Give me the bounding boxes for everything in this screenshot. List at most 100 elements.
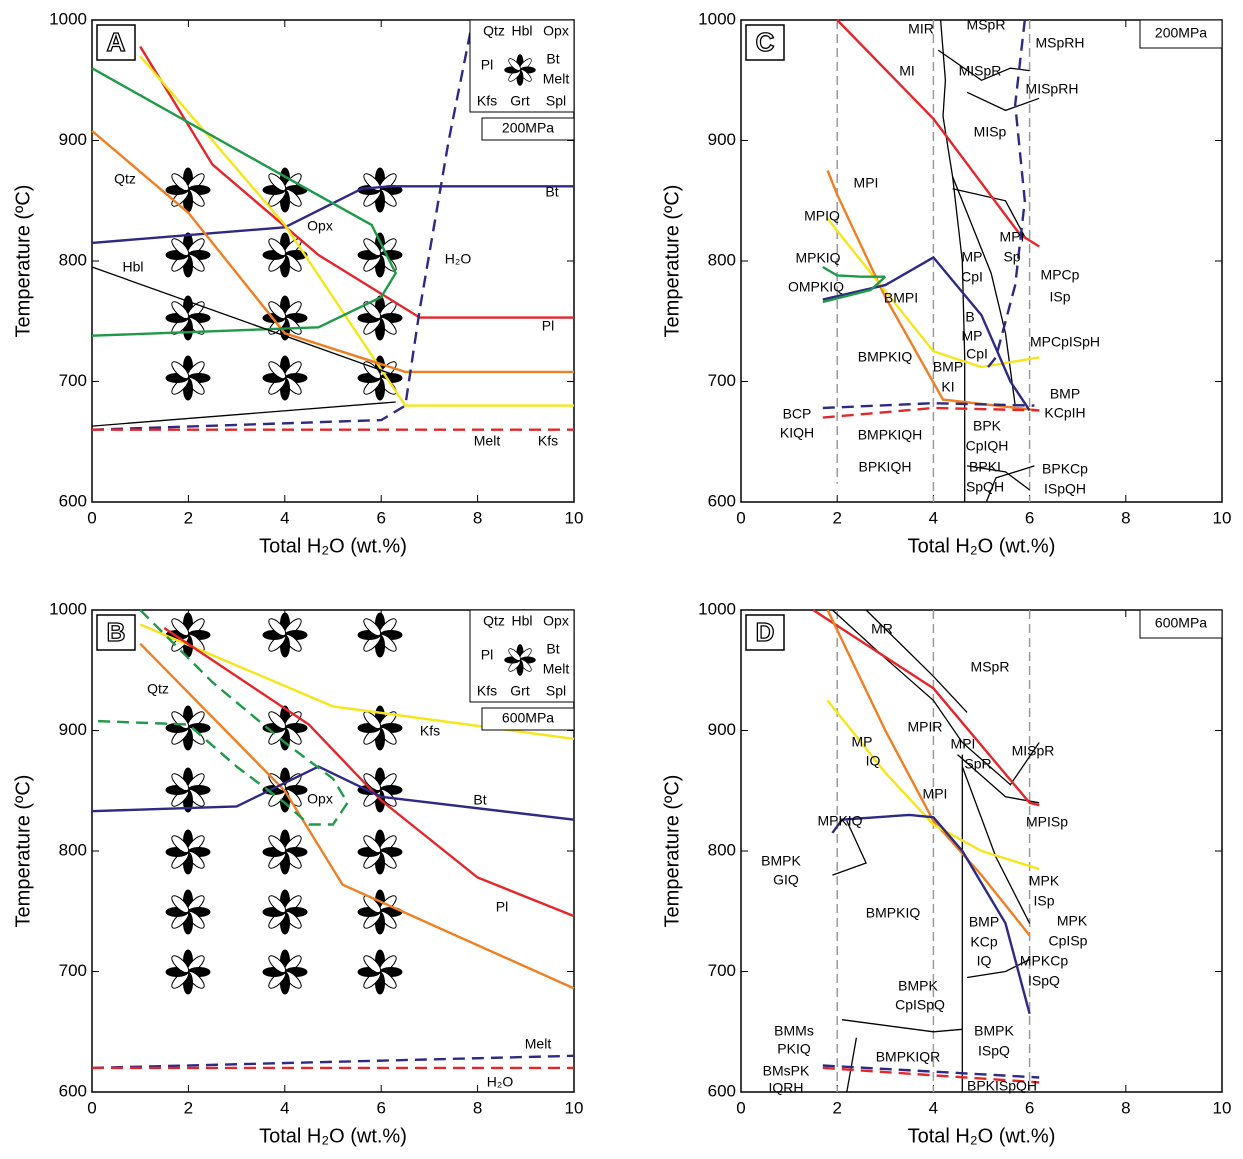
field-label: Bt xyxy=(545,184,558,200)
y-tick-label: 800 xyxy=(59,250,87,269)
phase-boundary xyxy=(91,401,396,427)
field-label: Kfs xyxy=(538,433,558,449)
y-tick-label: 600 xyxy=(59,1081,87,1100)
phase-boundary xyxy=(985,19,1027,371)
phase-boundary xyxy=(831,609,1040,786)
phase-boundary xyxy=(966,465,1030,491)
mineral-icon xyxy=(165,232,211,278)
field-label: BMP xyxy=(933,359,963,375)
field-label: KI xyxy=(941,379,954,395)
field-label: MISpR xyxy=(959,63,1002,79)
pressure-label: 600MPa xyxy=(1155,615,1207,631)
mineral-icon xyxy=(262,889,308,935)
x-tick-label: 10 xyxy=(1213,1098,1232,1117)
field-label: CpISp xyxy=(1049,933,1088,949)
field-label: BMPKIQR xyxy=(876,1049,941,1065)
panel-letter-box xyxy=(96,24,136,61)
pressure-box xyxy=(481,707,575,731)
phase-boundary xyxy=(846,1037,858,1093)
legend-label: Grt xyxy=(510,683,530,699)
y-tick-label: 700 xyxy=(708,961,736,980)
pressure-label: 200MPa xyxy=(1155,25,1207,41)
mineral-icon xyxy=(165,949,211,995)
field-label: KCp xyxy=(970,934,997,950)
x-tick-label: 0 xyxy=(87,508,96,527)
field-label: ISpQH xyxy=(1044,481,1086,497)
legend-label: Kfs xyxy=(477,93,497,109)
x-tick-label: 8 xyxy=(473,1098,482,1117)
field-label: MPKCp xyxy=(1020,953,1068,969)
field-label: MIR xyxy=(908,21,934,37)
x-tick-label: 6 xyxy=(376,508,385,527)
x-tick-label: 10 xyxy=(1213,508,1232,527)
pressure-box xyxy=(1139,609,1223,639)
field-label: BPKCp xyxy=(1042,461,1088,477)
field-label: MPK xyxy=(1029,873,1060,889)
x-axis-label: Total H₂O (wt.%) xyxy=(908,1125,1056,1147)
field-label: Qtz xyxy=(147,681,169,697)
phase-boundary xyxy=(865,609,968,713)
mineral-icon xyxy=(357,949,403,995)
field-label: Bt xyxy=(473,792,486,808)
field-label: CpI xyxy=(961,269,983,285)
field-label: H₂O xyxy=(487,1074,514,1090)
field-label: H₂O xyxy=(445,251,472,267)
phase-boundary xyxy=(952,188,1026,238)
mineral-icon xyxy=(262,355,308,401)
legend-label: Qtz xyxy=(483,23,505,39)
field-label: MPKIQ xyxy=(795,250,840,266)
panel-letter-box xyxy=(745,24,785,61)
field-label: ISpQ xyxy=(978,1043,1010,1059)
phase-boundary xyxy=(91,185,574,245)
legend-icon xyxy=(504,54,536,86)
x-axis-label: Total H₂O (wt.%) xyxy=(259,1125,407,1147)
field-label: SpQH xyxy=(966,479,1004,495)
field-label: BMP xyxy=(1050,386,1080,402)
field-label: BPKI xyxy=(969,459,1001,475)
phase-boundary xyxy=(91,609,349,826)
panel-letter-box xyxy=(745,614,785,651)
field-label: KIQH xyxy=(780,425,814,441)
mineral-icon xyxy=(262,829,308,875)
field-label: MPKIQ xyxy=(817,813,862,829)
field-label: KCpIH xyxy=(1044,405,1085,421)
legend-label: Melt xyxy=(543,661,570,677)
phase-boundary xyxy=(822,265,886,278)
legend-label: Opx xyxy=(543,613,569,629)
field-label: BPKISpQH xyxy=(967,1078,1037,1094)
x-tick-label: 0 xyxy=(87,1098,96,1117)
field-label: Melt xyxy=(525,1036,552,1052)
y-tick-label: 700 xyxy=(59,961,87,980)
phase-boundary xyxy=(91,67,398,337)
mineral-icon xyxy=(262,612,308,658)
legend-label: Grt xyxy=(510,93,530,109)
phase-boundary xyxy=(822,406,1040,419)
y-tick-label: 800 xyxy=(708,840,736,859)
y-tick-label: 900 xyxy=(59,130,87,149)
phase-boundary xyxy=(822,255,1031,412)
legend-label: Bt xyxy=(546,51,559,67)
phase-boundary xyxy=(831,813,1031,1015)
y-tick-label: 600 xyxy=(708,1081,736,1100)
field-label: MI xyxy=(899,63,915,79)
field-label: MPK xyxy=(1057,913,1088,929)
panel-letter: D xyxy=(756,617,775,647)
field-label: MPIR xyxy=(908,719,943,735)
field-label: Sp xyxy=(1003,249,1020,265)
pressure-box xyxy=(481,117,575,141)
x-tick-label: 0 xyxy=(736,508,745,527)
phase-boundary xyxy=(826,699,1040,871)
phase-boundary xyxy=(139,45,574,319)
field-label: B xyxy=(965,309,974,325)
y-axis-label: Temperature (ºC) xyxy=(12,185,34,338)
legend-label: Hbl xyxy=(511,23,532,39)
mineral-icon xyxy=(262,949,308,995)
field-label: MSpR xyxy=(971,659,1010,675)
y-tick-label: 1000 xyxy=(49,9,87,28)
mineral-icon xyxy=(165,829,211,875)
phase-boundary xyxy=(951,176,1016,406)
x-tick-label: 2 xyxy=(832,508,841,527)
y-tick-label: 800 xyxy=(708,250,736,269)
field-label: MPCpISpH xyxy=(1030,334,1100,350)
